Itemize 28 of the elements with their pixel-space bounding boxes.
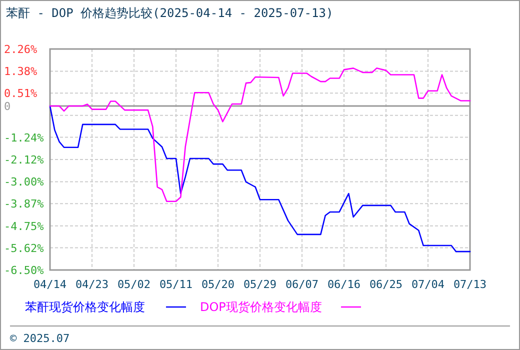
text: © 2025.07 (10, 332, 70, 345)
x-tick-label: 07/13 (453, 278, 487, 291)
y-tick-label: -4.75% (4, 220, 44, 233)
x-tick-label: 05/20 (201, 278, 235, 291)
legend-label: 苯酐现货价格变化幅度 (25, 300, 145, 314)
x-tick-label: 04/23 (75, 278, 109, 291)
x-tick-label: 05/11 (159, 278, 193, 291)
y-tick-label: 1.38% (4, 65, 38, 78)
y-tick-label: -1.24% (4, 131, 44, 144)
x-tick-label: 06/07 (285, 278, 319, 291)
x-tick-label: 05/02 (117, 278, 151, 291)
y-tick-label: -3.00% (4, 176, 44, 189)
x-tick-label: 07/04 (411, 278, 445, 291)
y-tick-label: 0.51% (4, 87, 38, 100)
y-tick-label: 2.26% (4, 43, 38, 56)
legend-label: DOP现货价格变化幅度 (200, 300, 322, 314)
y-tick-label: 0 (4, 100, 11, 114)
x-tick-label: 06/25 (369, 278, 403, 291)
x-tick-label: 05/29 (243, 278, 277, 291)
chart-title: 苯酐 - DOP 价格趋势比较(2025-04-14 - 2025-07-13) (6, 6, 334, 20)
y-tick-label: -6.50% (4, 264, 44, 277)
line-series (49, 105, 471, 252)
x-tick-label: 06/16 (327, 278, 361, 291)
x-tick-label: 04/14 (33, 278, 67, 291)
y-tick-label: -2.12% (4, 154, 44, 166)
line-series (49, 68, 471, 202)
y-tick-label: -5.62% (4, 242, 44, 255)
y-tick-label: -3.87% (4, 198, 44, 211)
